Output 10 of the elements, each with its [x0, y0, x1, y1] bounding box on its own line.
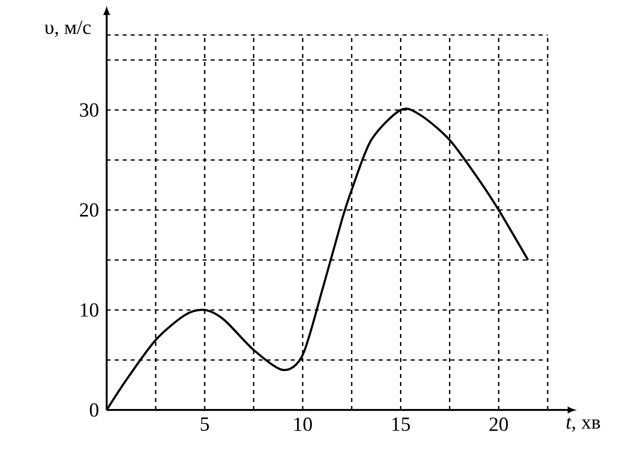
x-tick-label: 10 [294, 418, 312, 432]
y-axis-title: υ, м/с [44, 20, 91, 37]
x-tick-label: 20 [490, 418, 508, 432]
x-axis-title: t, хв [566, 417, 600, 432]
x-tick-label: 5 [200, 418, 209, 431]
x-tick-label: 15 [392, 418, 410, 431]
y-tick-label: 0 [90, 403, 98, 417]
y-tick-label: 10 [80, 303, 98, 317]
y-tick-label: 20 [80, 203, 98, 217]
y-tick-label: 30 [80, 103, 98, 117]
